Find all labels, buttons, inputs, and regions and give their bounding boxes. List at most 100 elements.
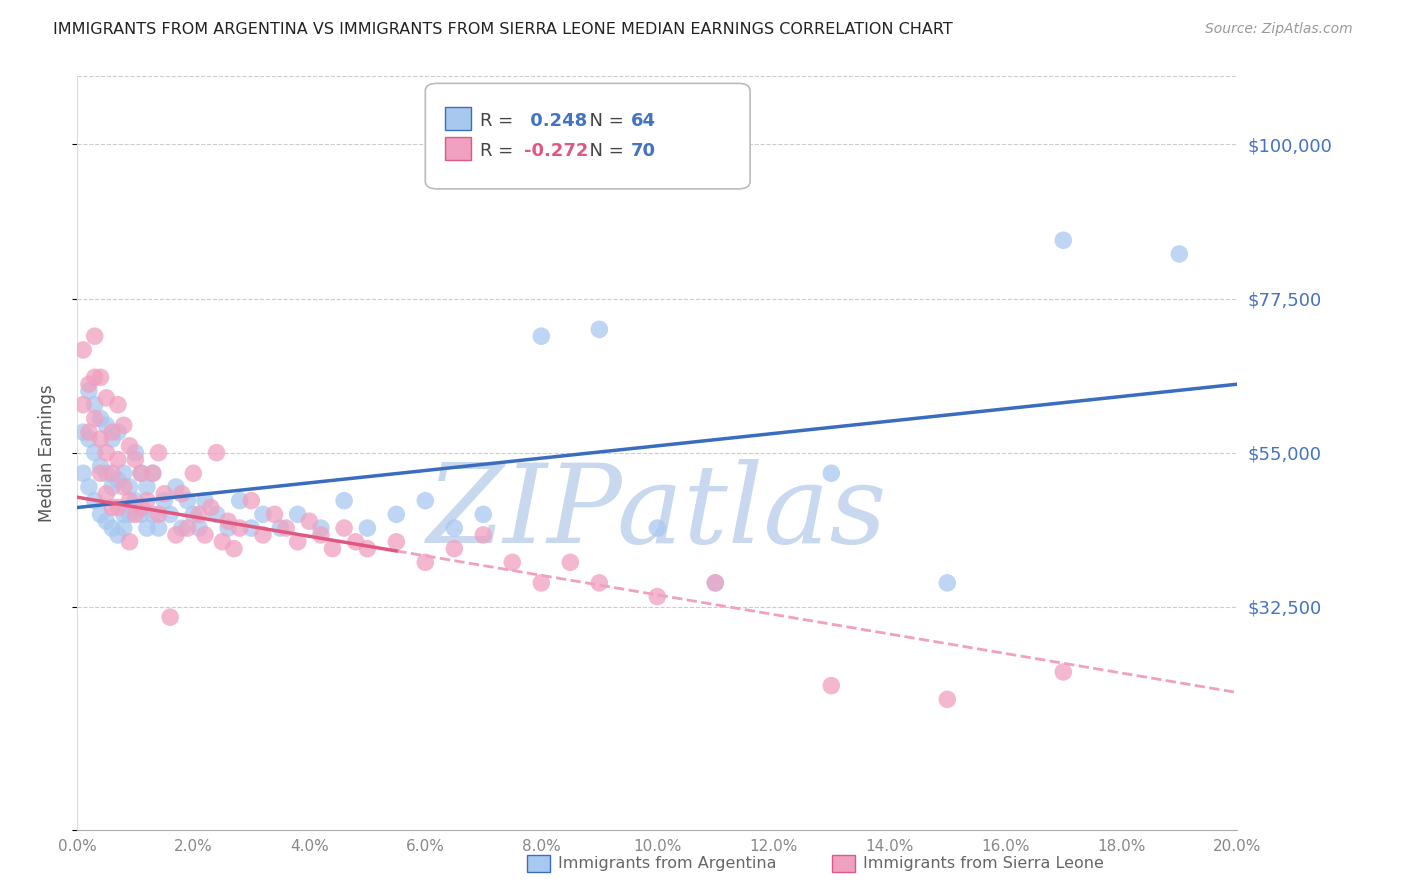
Point (309, 521, 332, 535)
Point (101, 467, 124, 481)
Point (217, 514, 239, 528)
Point (148, 508, 170, 522)
Point (530, 575, 553, 590)
Point (107, 528, 129, 542)
Text: ZIPatlas: ZIPatlas (427, 459, 887, 566)
Point (647, 590, 669, 604)
Point (118, 493, 141, 508)
Text: 70: 70 (631, 142, 655, 161)
Text: 0.248: 0.248 (524, 112, 588, 130)
Point (413, 555, 436, 569)
Point (77, 377, 100, 392)
Point (200, 500, 222, 515)
Point (96, 467, 118, 481)
Point (820, 467, 842, 481)
Point (90, 467, 111, 481)
Point (118, 534, 141, 549)
Point (142, 467, 165, 481)
Point (588, 322, 610, 336)
Text: Immigrants from Argentina: Immigrants from Argentina (558, 856, 776, 871)
Point (112, 418, 135, 433)
Point (298, 514, 321, 528)
Point (129, 508, 152, 522)
Point (165, 480, 187, 494)
Point (118, 508, 141, 522)
Point (1052, 665, 1074, 679)
Point (1052, 233, 1074, 247)
Point (321, 541, 344, 556)
Point (112, 508, 135, 522)
Point (83, 329, 105, 343)
Point (129, 500, 152, 515)
Point (936, 692, 959, 706)
Point (153, 487, 176, 501)
Point (274, 521, 298, 535)
Point (90, 459, 111, 474)
Point (83, 493, 105, 508)
Point (333, 493, 356, 508)
Point (83, 445, 105, 460)
Point (72, 467, 94, 481)
Point (129, 467, 152, 481)
Point (124, 445, 146, 460)
Point (936, 575, 959, 590)
Text: N =: N = (578, 142, 630, 161)
Point (530, 329, 553, 343)
Point (820, 679, 842, 693)
Point (124, 493, 146, 508)
FancyBboxPatch shape (446, 137, 471, 161)
Point (309, 528, 332, 542)
Point (90, 432, 111, 446)
Point (77, 384, 100, 398)
Point (101, 500, 124, 515)
Point (1168, 247, 1191, 261)
Point (228, 493, 252, 508)
Point (124, 452, 146, 467)
Point (159, 508, 181, 522)
Text: Source: ZipAtlas.com: Source: ZipAtlas.com (1205, 22, 1353, 37)
Point (183, 508, 205, 522)
Text: N =: N = (578, 112, 630, 130)
Point (333, 521, 356, 535)
Point (252, 508, 274, 522)
Point (72, 398, 94, 412)
Point (153, 493, 176, 508)
Point (136, 493, 159, 508)
Point (211, 534, 233, 549)
Point (194, 493, 217, 508)
Point (101, 425, 124, 439)
Point (107, 425, 129, 439)
Point (118, 439, 141, 453)
Text: 64: 64 (631, 112, 655, 130)
Point (170, 521, 193, 535)
Point (356, 521, 378, 535)
Point (142, 508, 165, 522)
Text: R =: R = (479, 112, 519, 130)
Point (165, 528, 187, 542)
Point (222, 541, 245, 556)
Point (90, 370, 111, 384)
Point (159, 610, 181, 624)
Point (413, 493, 436, 508)
Point (647, 521, 669, 535)
Point (269, 521, 291, 535)
Point (124, 508, 146, 522)
Point (287, 534, 309, 549)
Point (356, 541, 378, 556)
Point (443, 541, 465, 556)
Point (501, 555, 523, 569)
Point (96, 445, 118, 460)
Point (77, 425, 100, 439)
Point (107, 473, 129, 487)
Point (148, 445, 170, 460)
Point (118, 480, 141, 494)
Point (129, 467, 152, 481)
Point (252, 528, 274, 542)
Point (101, 521, 124, 535)
Point (344, 534, 367, 549)
Point (287, 508, 309, 522)
Point (142, 467, 165, 481)
Point (385, 508, 408, 522)
FancyBboxPatch shape (425, 83, 751, 189)
Point (228, 521, 252, 535)
